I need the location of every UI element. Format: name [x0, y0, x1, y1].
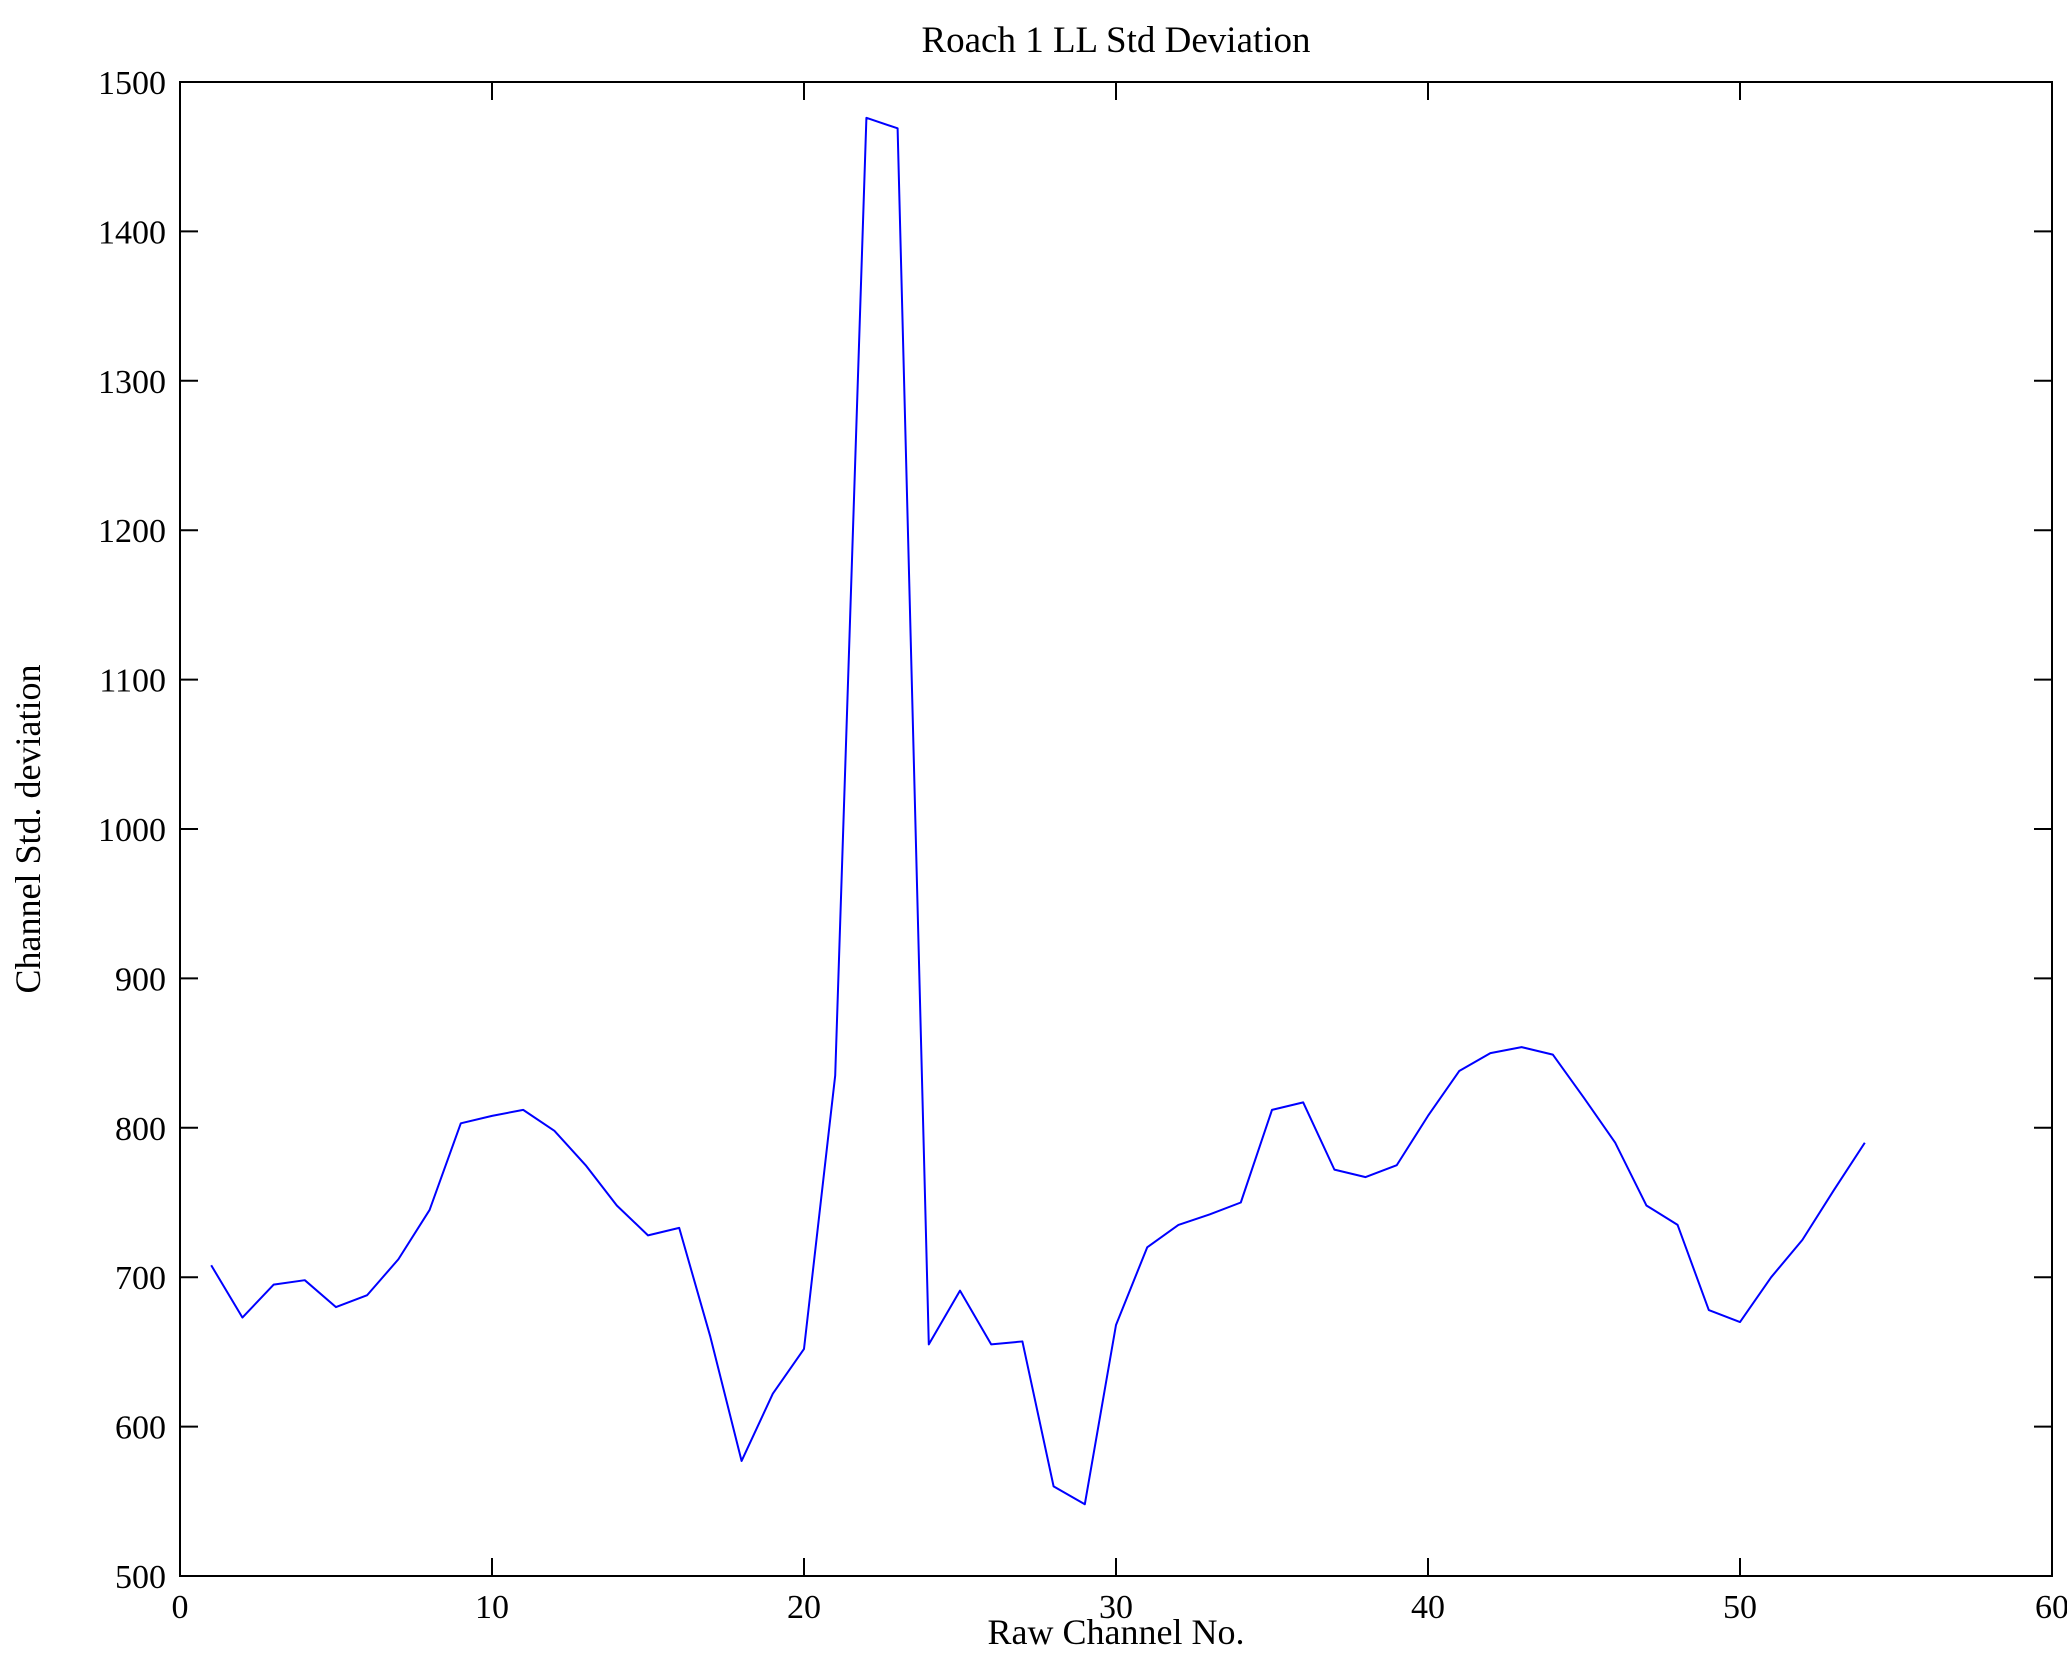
y-tick-label: 1100 — [99, 663, 166, 700]
plot-frame — [179, 81, 2053, 1577]
chart-title: Roach 1 LL Std Deviation — [921, 20, 1310, 61]
data-series — [210, 116, 1866, 1506]
y-tick-label: 1200 — [98, 513, 166, 550]
y-tick-label: 900 — [115, 961, 166, 998]
y-axis-label: Channel Std. deviation — [8, 665, 48, 994]
y-tick-label: 800 — [115, 1111, 166, 1148]
x-axis-label: Raw Channel No. — [988, 1612, 1245, 1652]
y-tick-label: 1000 — [98, 812, 166, 849]
y-tick-label: 1400 — [98, 214, 166, 251]
y-tick-label: 1300 — [98, 364, 166, 401]
x-tick-label: 30 — [1099, 1589, 1133, 1626]
x-tick-label: 20 — [787, 1589, 821, 1626]
y-tick-label: 600 — [115, 1410, 166, 1447]
y-tick-label: 1500 — [98, 65, 166, 102]
axis-ticks: 0 10 20 30 40 50 60 500 600 700 800 900 1000 1100 1200… — [98, 65, 2067, 1626]
x-tick-label: 40 — [1411, 1589, 1445, 1626]
x-tick-label: 10 — [475, 1589, 509, 1626]
x-tick-label: 50 — [1723, 1589, 1757, 1626]
y-tick-label: 500 — [115, 1559, 166, 1596]
y-tick-label: 700 — [115, 1260, 166, 1297]
series-line — [210, 116, 1866, 1506]
x-tick-label: 0 — [172, 1589, 189, 1626]
x-tick-label: 60 — [2035, 1589, 2067, 1626]
